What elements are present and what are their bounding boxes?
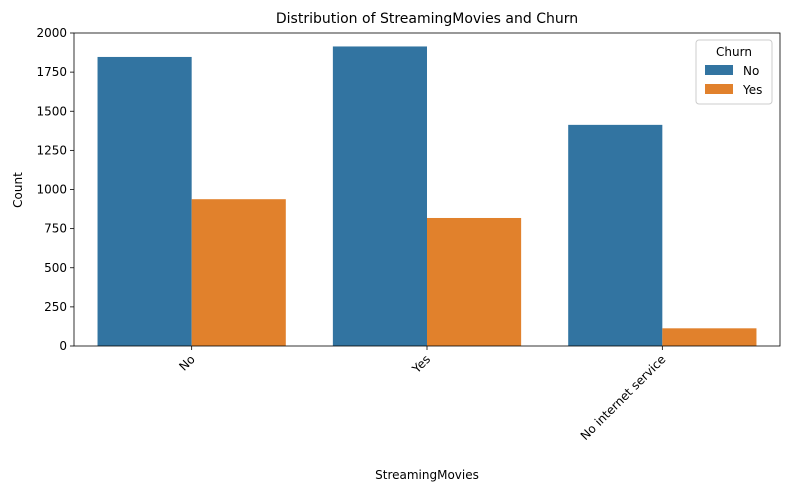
legend-label-no: No [743, 64, 759, 78]
x-tick-label: No internet service [578, 352, 669, 443]
y-tick-label: 250 [44, 300, 67, 314]
y-axis-label: Count [11, 172, 25, 208]
x-tick-label: No [176, 352, 197, 373]
legend-swatch-no [705, 65, 733, 75]
bar-no-internet-service-churn-no [568, 124, 663, 346]
bar-no-churn-yes [191, 199, 286, 346]
legend: Churn No Yes [695, 39, 773, 105]
x-axis-label: StreamingMovies [375, 468, 479, 482]
bar-no-churn-no [97, 56, 192, 347]
y-tick-label: 1250 [36, 143, 67, 157]
y-tick-label: 500 [44, 261, 67, 275]
x-axis: No Yes No internet service [176, 346, 668, 443]
bar-yes-churn-yes [427, 217, 522, 346]
y-tick-label: 1500 [36, 104, 67, 118]
plot-area [73, 32, 781, 347]
bar-yes-churn-no [332, 46, 427, 347]
bar-no-internet-service-churn-yes [662, 328, 757, 346]
x-tick-label: Yes [409, 352, 433, 376]
y-axis: 0 250 500 750 1000 1250 1500 1750 2000 [36, 26, 74, 353]
y-tick-label: 750 [44, 222, 67, 236]
legend-swatch-yes [705, 84, 733, 94]
chart-title: Distribution of StreamingMovies and Chur… [276, 11, 578, 27]
y-tick-label: 1750 [36, 65, 67, 79]
y-tick-label: 2000 [36, 26, 67, 40]
y-tick-label: 0 [59, 339, 67, 353]
legend-title: Churn [716, 45, 752, 59]
legend-label-yes: Yes [742, 83, 762, 97]
y-tick-label: 1000 [36, 183, 67, 197]
